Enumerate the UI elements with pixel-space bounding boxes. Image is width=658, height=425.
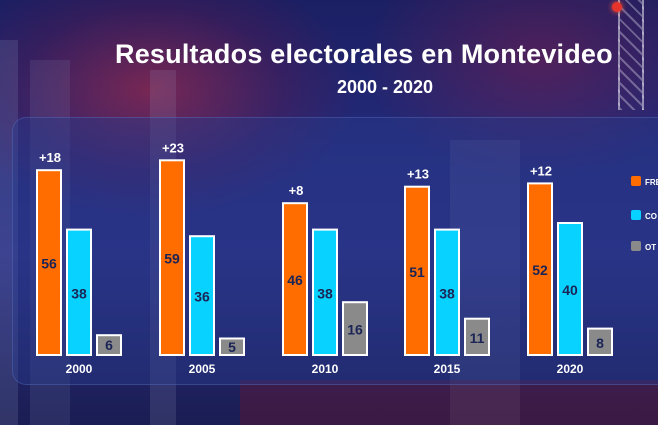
bar-fre-2005 <box>159 159 185 356</box>
data-label-ot-2020: 8 <box>596 335 604 351</box>
bar-co-2010 <box>312 228 338 357</box>
data-label-co-2000: 38 <box>71 285 87 301</box>
difference-label-2015: +13 <box>407 167 429 182</box>
x-tick-label-2010: 2010 <box>312 362 339 376</box>
bar-fre-2000 <box>36 169 62 356</box>
legend-swatch-ot <box>631 241 641 251</box>
difference-label-2010: +8 <box>289 183 304 198</box>
data-label-fre-2015: 51 <box>409 264 425 280</box>
chart-subtitle: 2000 - 2020 <box>336 77 434 97</box>
x-tick-label-2015: 2015 <box>434 362 461 376</box>
data-label-ot-2000: 6 <box>105 337 113 353</box>
bar-ot-2020 <box>587 327 613 357</box>
data-label-co-2010: 38 <box>317 285 333 301</box>
x-tick-label-2005: 2005 <box>189 362 216 376</box>
legend-label-fre: FRE <box>645 178 658 187</box>
data-label-fre-2020: 52 <box>532 262 548 278</box>
data-label-co-2005: 36 <box>194 289 210 305</box>
bar-ot-2005 <box>219 337 245 356</box>
bar-fre-2010 <box>282 202 308 356</box>
difference-label-2020: +12 <box>530 163 552 178</box>
difference-label-2000: +18 <box>39 150 61 165</box>
data-label-fre-2010: 46 <box>287 272 303 288</box>
bar-fre-2015 <box>404 185 430 356</box>
data-label-ot-2015: 11 <box>470 330 485 346</box>
bar-ot-2010 <box>342 301 368 357</box>
bar-ot-2000 <box>96 334 122 357</box>
data-label-ot-2010: 16 <box>347 322 363 338</box>
data-label-ot-2005: 5 <box>228 339 236 355</box>
antenna-tower <box>618 0 644 110</box>
legend-label-co: CO <box>645 212 657 221</box>
legend-swatch-co <box>631 210 641 220</box>
data-label-fre-2000: 56 <box>41 256 57 272</box>
x-tick-label-2020: 2020 <box>557 362 584 376</box>
difference-label-2005: +23 <box>162 140 184 155</box>
data-label-fre-2005: 59 <box>164 251 180 267</box>
bar-co-2000 <box>66 228 92 357</box>
data-label-co-2015: 38 <box>439 285 455 301</box>
bar-co-2020 <box>557 222 583 356</box>
bar-fre-2020 <box>527 182 553 356</box>
chart-title: Resultados electorales en Montevideo <box>115 39 613 69</box>
legend-label-ot: OT <box>645 243 656 252</box>
bar-ot-2015 <box>464 317 490 357</box>
data-label-co-2020: 40 <box>562 282 578 298</box>
bar-co-2005 <box>189 235 215 356</box>
x-tick-label-2000: 2000 <box>66 362 93 376</box>
bar-co-2015 <box>434 228 460 357</box>
legend-swatch-fre <box>631 176 641 186</box>
